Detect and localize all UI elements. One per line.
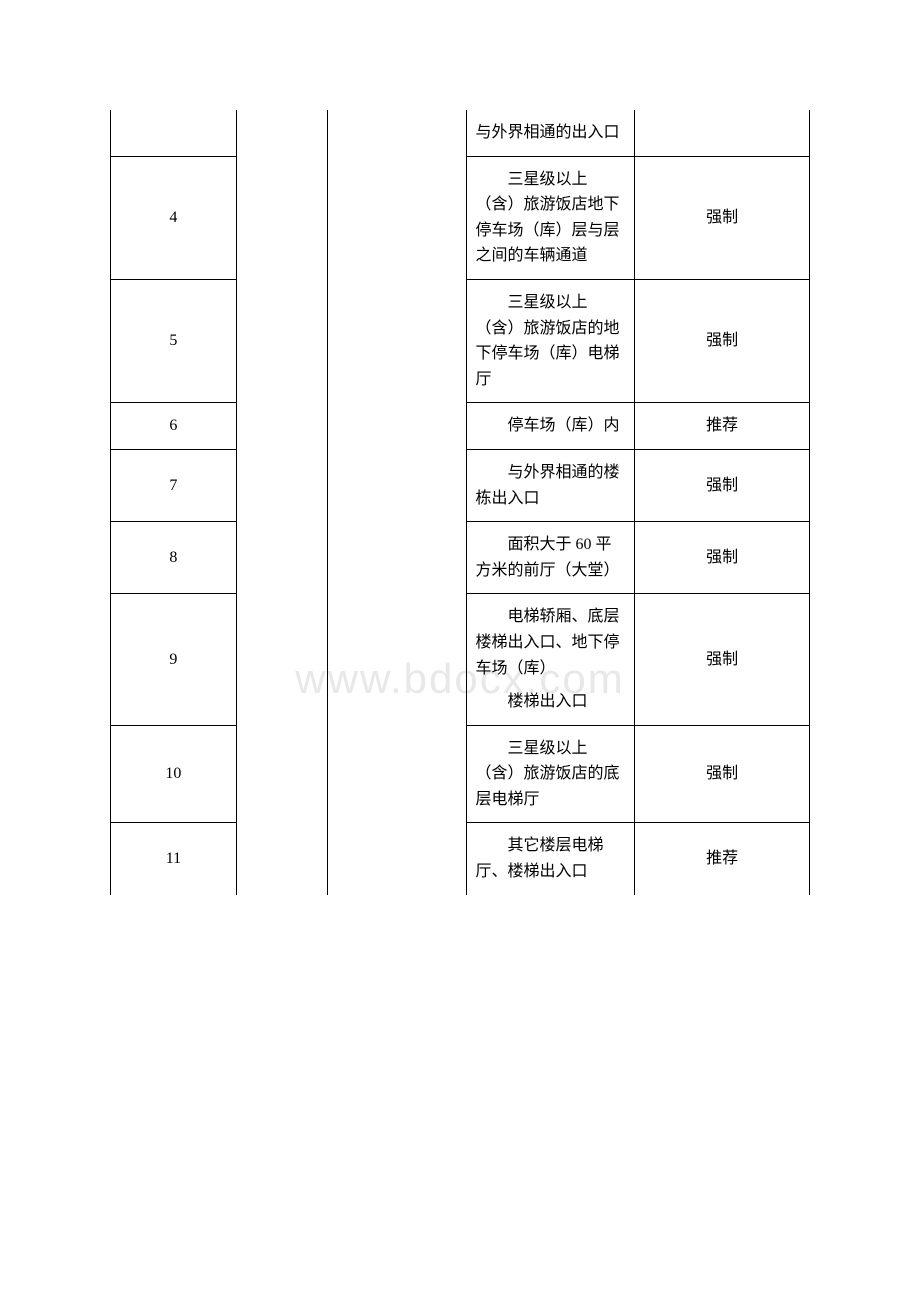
cell-type: 强制 — [635, 522, 810, 594]
data-table: 与外界相通的出入口 4 三星级以上（含）旅游饭店地下停车场（库）层与层之间的车辆… — [110, 110, 810, 895]
cell-number: 7 — [111, 449, 237, 521]
cell-description: 面积大于 60 平方米的前厅（大堂） — [467, 522, 635, 594]
cell-type: 推荐 — [635, 823, 810, 895]
cell-description: 与外界相通的楼栋出入口 — [467, 449, 635, 521]
cell-desc-para2: 楼梯出入口 — [475, 689, 626, 715]
cell-type: 强制 — [635, 279, 810, 402]
cell-description: 与外界相通的出入口 — [467, 110, 635, 156]
cell-empty — [327, 110, 467, 895]
cell-type: 强制 — [635, 725, 810, 823]
cell-number: 9 — [111, 594, 237, 725]
cell-type: 强制 — [635, 156, 810, 279]
cell-number: 6 — [111, 403, 237, 450]
cell-type: 推荐 — [635, 403, 810, 450]
cell-number: 8 — [111, 522, 237, 594]
cell-number: 10 — [111, 725, 237, 823]
cell-description: 三星级以上（含）旅游饭店的底层电梯厅 — [467, 725, 635, 823]
cell-number: 5 — [111, 279, 237, 402]
cell-type: 强制 — [635, 594, 810, 725]
cell-type: 强制 — [635, 449, 810, 521]
cell-desc-para1: 电梯轿厢、底层楼梯出入口、地下停车场（库） — [475, 604, 626, 681]
document-page: 与外界相通的出入口 4 三星级以上（含）旅游饭店地下停车场（库）层与层之间的车辆… — [0, 0, 920, 1005]
cell-description: 电梯轿厢、底层楼梯出入口、地下停车场（库） 楼梯出入口 — [467, 594, 635, 725]
cell-description: 其它楼层电梯厅、楼梯出入口 — [467, 823, 635, 895]
cell-description: 三星级以上（含）旅游饭店的地下停车场（库）电梯厅 — [467, 279, 635, 402]
cell-description: 三星级以上（含）旅游饭店地下停车场（库）层与层之间的车辆通道 — [467, 156, 635, 279]
cell-number: 11 — [111, 823, 237, 895]
cell-empty — [236, 110, 327, 895]
cell-type — [635, 110, 810, 156]
table-row: 与外界相通的出入口 — [111, 110, 810, 156]
cell-number: 4 — [111, 156, 237, 279]
cell-number — [111, 110, 237, 156]
cell-description: 停车场（库）内 — [467, 403, 635, 450]
